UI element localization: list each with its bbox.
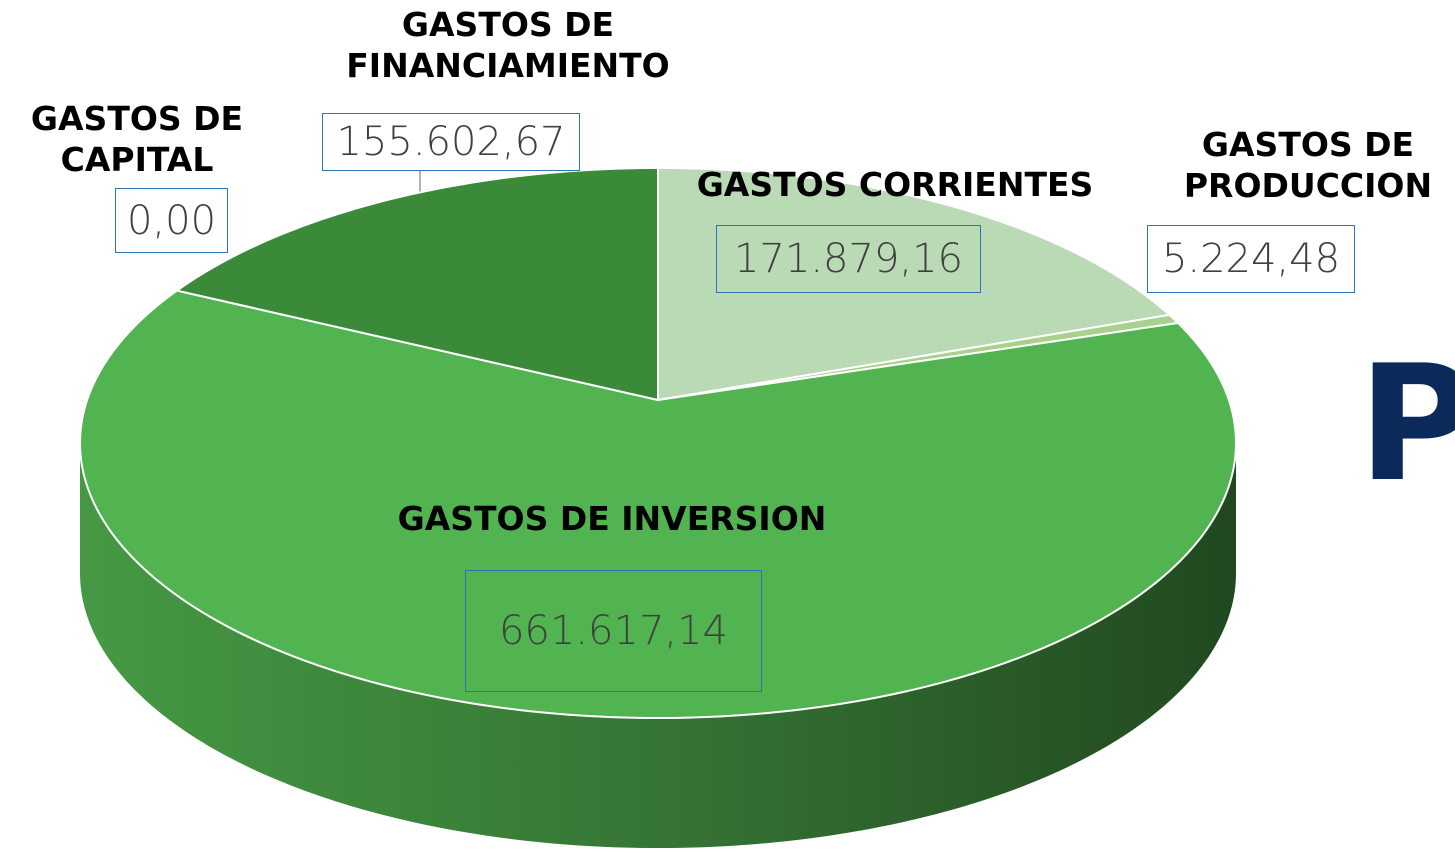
slice bbox=[174, 166, 659, 402]
slice bbox=[79, 289, 1238, 720]
label-name: GASTOS DE FINANCIAMIENTO bbox=[346, 5, 670, 86]
value-box: 5.224,48 bbox=[1147, 225, 1355, 293]
label-name: GASTOS DE CAPITAL bbox=[30, 99, 244, 180]
label-name: GASTOS DE PRODUCCION bbox=[1183, 125, 1433, 206]
value-box: 155.602,67 bbox=[322, 113, 580, 171]
value-box: 661.617,14 bbox=[465, 570, 762, 692]
slice bbox=[657, 166, 1172, 402]
side-text: P bbox=[1358, 330, 1455, 517]
pie-sides bbox=[80, 443, 1236, 848]
label-name: GASTOS DE INVERSION bbox=[397, 499, 827, 538]
value-box: 0,00 bbox=[115, 188, 228, 253]
pie-tops bbox=[79, 166, 1238, 720]
label-name: GASTOS CORRIENTES bbox=[696, 165, 1094, 204]
side-shade bbox=[80, 443, 1236, 848]
value-box: 171.879,16 bbox=[716, 225, 981, 293]
